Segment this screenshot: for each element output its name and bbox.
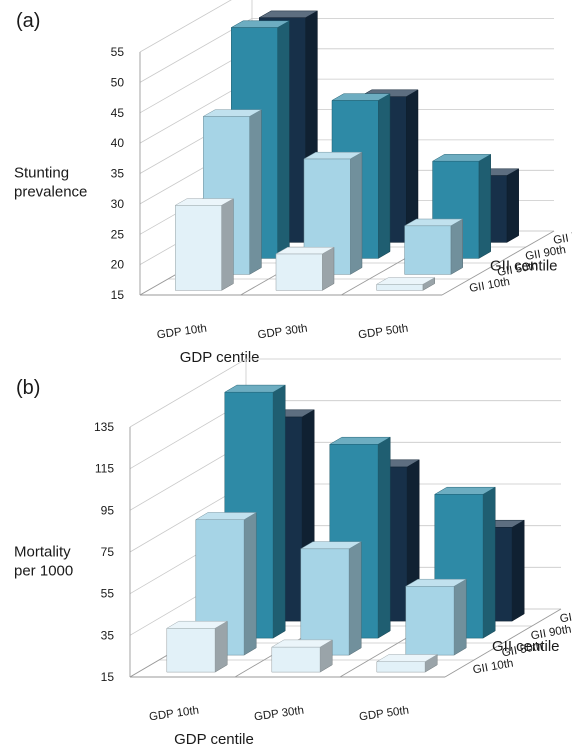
bar-side xyxy=(221,198,234,291)
bar-side xyxy=(506,168,519,243)
gridline xyxy=(139,0,232,53)
y-tick-label: 55 xyxy=(111,45,125,59)
bar xyxy=(375,654,439,673)
bar xyxy=(299,541,363,656)
floor-divider xyxy=(441,230,555,296)
x-category-label: GDP 10th xyxy=(148,705,199,724)
bar-top xyxy=(174,198,235,206)
bar xyxy=(403,218,464,275)
bar-top xyxy=(303,151,363,160)
bar-side xyxy=(348,541,362,656)
depth-category-label: GII 10th xyxy=(468,276,510,295)
bar-top xyxy=(328,436,392,445)
bar-top xyxy=(375,654,439,662)
depth-category-label: GII 10th xyxy=(472,658,514,677)
depth-axis-title: GII centile xyxy=(490,258,558,275)
bar-side xyxy=(214,620,228,673)
bar xyxy=(303,151,363,275)
y-tick-label: 35 xyxy=(111,167,125,181)
y-tick-label: 15 xyxy=(111,288,125,302)
depth-axis-title: GII centile xyxy=(492,638,560,655)
x-axis-title: GDP centile xyxy=(180,349,260,366)
y-tick-label: 50 xyxy=(111,75,125,89)
panel-label: (a) xyxy=(16,10,40,32)
floor-divider xyxy=(444,608,562,678)
depth-category-label: GII ignored xyxy=(552,225,572,247)
bar-side xyxy=(377,436,391,639)
bar-front xyxy=(405,586,455,656)
bar-top xyxy=(194,512,258,520)
x-category-label: GDP 50th xyxy=(358,705,409,724)
x-axis-title: GDP centile xyxy=(174,731,254,747)
bar-side xyxy=(453,578,467,656)
bar xyxy=(174,198,235,291)
y-tick-label: 135 xyxy=(94,420,114,434)
x-category-label: GDP 30th xyxy=(253,705,304,724)
bar-top xyxy=(270,639,334,648)
gridline xyxy=(139,17,554,83)
bar-top xyxy=(223,384,287,393)
chart-panel-b: 15 35 55 75 95 115 135 GDP 10th GDP 30th GDP 50th… xyxy=(14,358,572,747)
y-axis-title: Mortality per 1000 xyxy=(14,544,73,580)
bar xyxy=(433,486,497,639)
gridline xyxy=(129,358,561,428)
x-category-label: GDP 10th xyxy=(156,323,207,342)
bar-side xyxy=(272,384,286,639)
bar-top xyxy=(275,246,335,255)
y-tick-label: 75 xyxy=(101,545,115,559)
bar-side xyxy=(249,109,262,275)
bar-front xyxy=(275,253,323,291)
bar xyxy=(404,578,468,656)
bar-front xyxy=(376,284,424,291)
bar-front xyxy=(271,646,321,673)
bar-side xyxy=(322,246,335,291)
bar-side xyxy=(450,218,463,275)
y-tick-label: 95 xyxy=(101,503,115,517)
y-tick-label: 45 xyxy=(111,106,125,120)
bar-front xyxy=(166,628,216,673)
bar-top xyxy=(299,541,363,550)
bar-side xyxy=(478,153,491,259)
y-tick-label: 115 xyxy=(95,462,114,476)
bar-front xyxy=(175,205,222,291)
bar-top xyxy=(433,486,497,495)
bar xyxy=(375,277,436,291)
x-category-label: GDP 30th xyxy=(257,323,308,342)
y-tick-label: 20 xyxy=(111,258,125,272)
bar-side xyxy=(243,512,257,656)
bar-front xyxy=(376,661,426,673)
bar-top xyxy=(404,578,468,587)
bar xyxy=(270,639,334,673)
y-tick-label: 15 xyxy=(101,670,115,684)
bar-front xyxy=(300,548,350,656)
bar xyxy=(165,620,229,673)
bar-top xyxy=(331,93,391,101)
y-tick-label: 40 xyxy=(111,136,125,150)
bar-front xyxy=(404,225,452,275)
bar xyxy=(275,246,335,291)
bar-top xyxy=(202,109,263,117)
bar-side xyxy=(482,486,496,639)
depth-category-label: GII ignored xyxy=(559,604,572,626)
bar-top xyxy=(165,620,229,629)
y-tick-label: 35 xyxy=(101,628,115,642)
bar-top xyxy=(431,154,492,162)
bar-side xyxy=(378,93,391,259)
bar-top xyxy=(403,218,464,227)
bar-side xyxy=(277,20,290,259)
bar-side xyxy=(511,519,525,622)
y-tick-label: 55 xyxy=(101,587,115,601)
y-axis-title: Stunting prevalence xyxy=(14,165,87,201)
bar-side xyxy=(350,151,363,275)
bar-top xyxy=(375,277,436,285)
bar-top xyxy=(230,20,291,28)
y-tick-label: 30 xyxy=(111,197,125,211)
y-tick-label: 25 xyxy=(111,227,125,241)
panel-label: (b) xyxy=(16,377,40,399)
chart-panel-a: 15 20 25 30 35 40 45 50 55 GDP 10th GDP 30th GDP 50… xyxy=(14,0,572,366)
bar-top xyxy=(258,10,319,18)
x-category-label: GDP 50th xyxy=(358,323,409,342)
